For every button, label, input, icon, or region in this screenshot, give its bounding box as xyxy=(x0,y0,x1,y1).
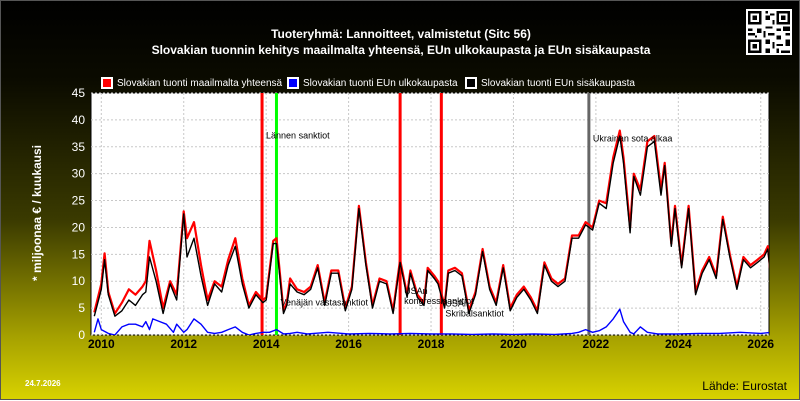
legend-label-extra-eu: Slovakian tuonti EUn ulkokaupasta xyxy=(303,77,458,89)
x-tick-label: 2012 xyxy=(170,337,197,351)
y-tick-label: 0 xyxy=(78,328,85,342)
event-label: USAn xyxy=(404,286,428,296)
legend-item-intra-eu: Slovakian tuonti EUn sisäkaupasta xyxy=(465,77,635,89)
x-tick-label: 2026 xyxy=(747,337,774,351)
series-line-1 xyxy=(93,308,769,335)
chart-subtitle: Slovakian tuonnin kehitys maailmalta yht… xyxy=(151,43,651,57)
y-tick-label: 15 xyxy=(72,247,86,261)
x-tick-label: 2010 xyxy=(88,337,115,351)
source-label: Lähde: Eurostat xyxy=(702,379,787,393)
plot-area xyxy=(90,92,770,336)
y-tick-label: 25 xyxy=(72,194,86,208)
x-tick-label: 2024 xyxy=(665,337,692,351)
x-tick-label: 2018 xyxy=(418,337,445,351)
y-tick-label: 5 xyxy=(78,301,85,315)
legend-item-extra-eu: Slovakian tuonti EUn ulkokaupasta xyxy=(287,77,458,89)
date-stamp: 24.7.2026 xyxy=(25,379,61,388)
legend-swatch-red xyxy=(101,77,113,89)
legend-label-intra-eu: Slovakian tuonti EUn sisäkaupasta xyxy=(481,77,635,89)
series-line-2 xyxy=(93,135,769,317)
x-tick-label: 2016 xyxy=(335,337,362,351)
y-tick-label: 20 xyxy=(72,220,86,234)
y-tick-label: 40 xyxy=(72,113,86,127)
legend-label-world: Slovakian tuonti maailmalta yhteensä xyxy=(117,77,283,89)
legend-item-world: Slovakian tuonti maailmalta yhteensä xyxy=(101,77,282,89)
event-label: kongressisanktiot xyxy=(404,296,474,306)
x-tick-label: 2020 xyxy=(500,337,527,351)
y-tick-label: 35 xyxy=(72,140,86,154)
series-group xyxy=(93,129,769,335)
chart-title: Tuoteryhmä: Lannoitteet, valmistetut (Si… xyxy=(271,27,531,41)
y-tick-label: 30 xyxy=(72,167,86,181)
y-tick-label: 45 xyxy=(72,86,86,100)
event-label: Skribalsanktiot xyxy=(445,308,504,318)
legend-swatch-blue xyxy=(287,77,299,89)
event-label: Ukrainan sota alkaa xyxy=(593,133,673,143)
qr-code-icon xyxy=(746,9,792,55)
legend-swatch-black xyxy=(465,77,477,89)
event-label: Venäjän vastasanktiot xyxy=(280,297,368,307)
event-label: Lännen sanktiot xyxy=(266,131,330,141)
y-tick-label: 10 xyxy=(72,274,86,288)
x-tick-label: 2014 xyxy=(253,337,280,351)
legend: Slovakian tuonti maailmalta yhteensä Slo… xyxy=(101,77,761,95)
event-label: USAn xyxy=(445,298,469,308)
x-tick-label: 2022 xyxy=(583,337,610,351)
